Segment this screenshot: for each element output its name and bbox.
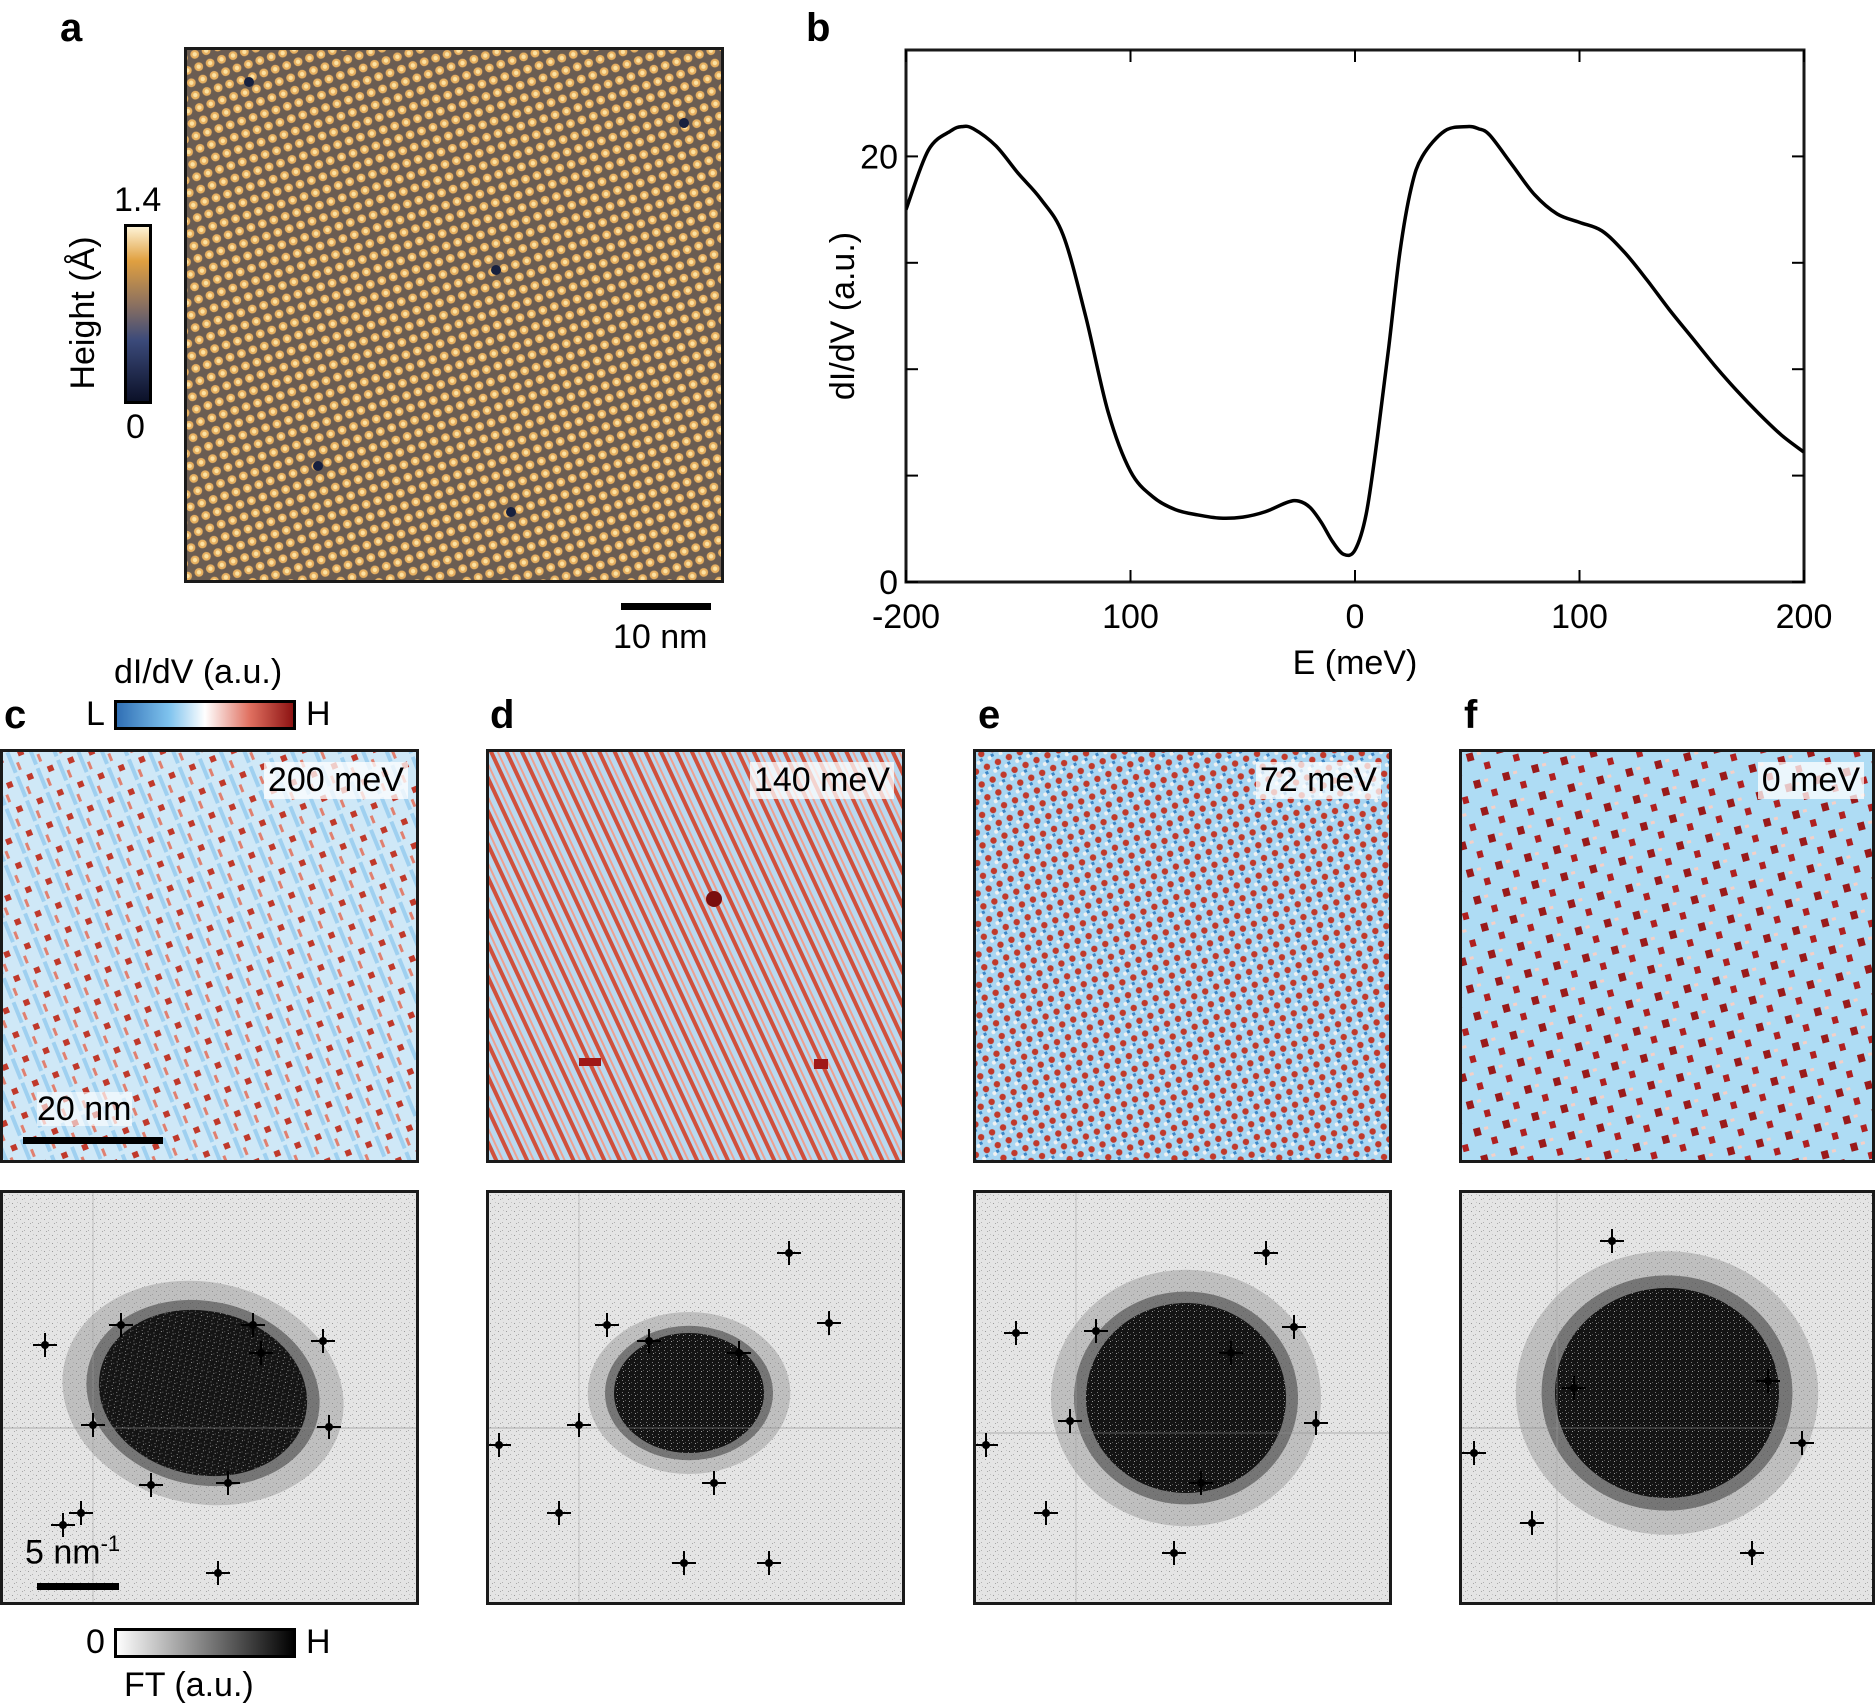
bragg-peak [317, 1415, 341, 1439]
bragg-peak [1520, 1511, 1544, 1535]
panel-label-b: b [806, 6, 831, 50]
fourier-scalebar-label: 5 nm-1 [25, 1531, 121, 1572]
energy-label: 0 meV [1757, 761, 1864, 800]
defect-spot [506, 507, 516, 517]
bragg-peak [595, 1313, 619, 1337]
x-tick-label: 100 [1102, 598, 1159, 636]
bragg-peak [1740, 1541, 1764, 1565]
ft-colorbar [114, 1628, 296, 1658]
x-axis-label: E (meV) [1293, 644, 1418, 682]
didv-colorbar [114, 700, 296, 730]
bragg-peak [139, 1473, 163, 1497]
bragg-peak [81, 1413, 105, 1437]
didv-series-line [906, 124, 1804, 558]
didv-colorbar-high: H [306, 695, 331, 733]
bragg-peak [33, 1333, 57, 1357]
fourier-map-e [973, 1190, 1392, 1605]
didv-colorbar-title: dI/dV (a.u.) [114, 653, 283, 691]
fourier-map-f [1459, 1190, 1875, 1605]
bragg-peak [1219, 1341, 1243, 1365]
topography-image [184, 47, 724, 583]
defect-spot [491, 265, 501, 275]
panel-label-d: d [490, 693, 515, 737]
panel-label-f: f [1464, 693, 1478, 737]
energy-label: 72 meV [1255, 761, 1381, 800]
panel-label-c: c [4, 693, 27, 737]
bragg-peak [1562, 1376, 1586, 1400]
ft-central-blob [614, 1333, 764, 1453]
bragg-peak [249, 1341, 273, 1365]
ft-colorbar-low: 0 [86, 1623, 105, 1661]
bragg-peak [1254, 1241, 1278, 1265]
y-tick-label: 20 [860, 138, 898, 176]
bragg-peak [1282, 1315, 1306, 1339]
didv-map-d: 140 meV [486, 749, 905, 1163]
didv-map-c: 200 meV 20 nm [0, 749, 419, 1163]
fourier-map-d [486, 1190, 905, 1605]
fourier-scalebar [37, 1583, 119, 1590]
ft-central-blob [98, 1309, 308, 1477]
topography-scalebar [621, 603, 711, 610]
bragg-peak [672, 1551, 696, 1575]
bragg-peak [1084, 1319, 1108, 1343]
ft-central-blob [1555, 1288, 1779, 1498]
bragg-peak [1034, 1501, 1058, 1525]
bragg-peak [1058, 1409, 1082, 1433]
x-tick-label: -200 [872, 598, 940, 636]
bragg-peak [1162, 1541, 1186, 1565]
fourier-map-c: 5 nm-1 [0, 1190, 419, 1605]
bragg-peak [51, 1513, 75, 1537]
ft-central-blob [1086, 1303, 1286, 1493]
bragg-peak [727, 1341, 751, 1365]
bragg-peak [1756, 1369, 1780, 1393]
bragg-peak [1790, 1431, 1814, 1455]
bragg-peak [777, 1241, 801, 1265]
ft-colorbar-title: FT (a.u.) [124, 1666, 254, 1704]
bragg-peak [1304, 1411, 1328, 1435]
bragg-peak [489, 1433, 511, 1457]
real-space-scalebar [23, 1137, 163, 1144]
bragg-peak [1600, 1229, 1624, 1253]
bragg-peak [1004, 1321, 1028, 1345]
bragg-peak [311, 1329, 335, 1353]
height-colorbar-max: 1.4 [114, 181, 162, 219]
x-tick-label: 100 [1551, 598, 1608, 636]
x-tick-label: 0 [1346, 598, 1365, 636]
didv-spectrum-chart: 0 20 -200 100 0 100 200 E (meV) dI/dV (a.u.) [824, 48, 1833, 682]
bragg-peak [567, 1413, 591, 1437]
bragg-peak [1189, 1471, 1213, 1495]
plot-frame [904, 48, 1806, 584]
didv-colorbar-low: L [86, 695, 105, 733]
bragg-peak [547, 1501, 571, 1525]
energy-label: 140 meV [749, 761, 894, 800]
bragg-peak [109, 1313, 133, 1337]
bragg-peak [817, 1311, 841, 1335]
defect-spot [679, 118, 689, 128]
didv-map-f: 0 meV [1459, 749, 1875, 1163]
bragg-peak [241, 1313, 265, 1337]
bragg-peak [216, 1471, 240, 1495]
height-colorbar-title: Height (Å) [64, 236, 102, 390]
energy-label: 200 meV [263, 761, 408, 800]
bragg-peak [976, 1433, 998, 1457]
x-tick-label: 200 [1776, 598, 1833, 636]
height-colorbar-min: 0 [126, 408, 145, 446]
bragg-peak [69, 1501, 93, 1525]
ft-colorbar-high: H [306, 1623, 331, 1661]
panel-label-e: e [978, 693, 1001, 737]
defect-spot [313, 461, 323, 471]
bragg-peak [1462, 1441, 1486, 1465]
didv-map-e: 72 meV [973, 749, 1392, 1163]
bragg-peak [757, 1551, 781, 1575]
bragg-peak [637, 1329, 661, 1353]
height-colorbar [124, 224, 152, 404]
panel-label-a: a [60, 6, 83, 50]
topography-scalebar-label: 10 nm [613, 618, 708, 656]
y-axis-label: dI/dV (a.u.) [824, 232, 862, 400]
defect-spot [244, 77, 254, 87]
real-space-scalebar-label: 20 nm [37, 1090, 132, 1128]
bragg-peak [702, 1471, 726, 1495]
y-tick-label: 0 [879, 564, 898, 602]
bragg-peak [206, 1561, 230, 1585]
